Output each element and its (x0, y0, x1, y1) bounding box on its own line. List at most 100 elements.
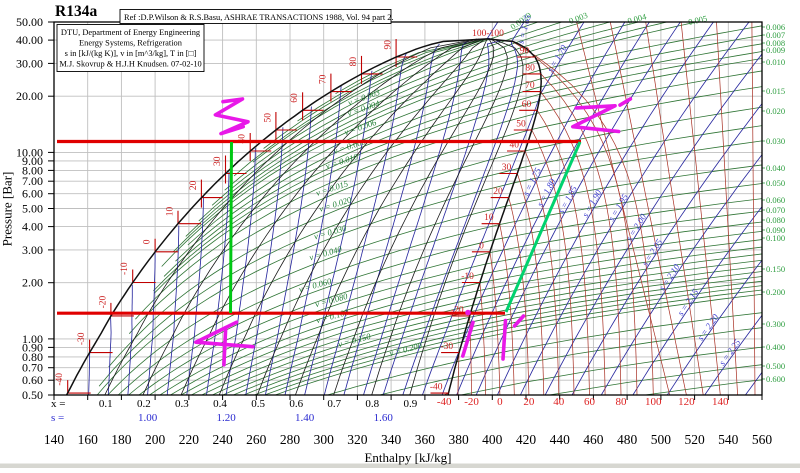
svg-text:200: 200 (145, 432, 166, 447)
svg-text:s in [kJ/(kg K)], v in [m^3/kg: s in [kJ/(kg K)], v in [m^3/kg], T in [□… (65, 49, 197, 58)
svg-text:80: 80 (349, 57, 359, 67)
svg-text:40: 40 (238, 134, 248, 144)
svg-text:0.600: 0.600 (766, 374, 785, 384)
svg-text:20: 20 (523, 396, 535, 408)
svg-text:1.00: 1.00 (138, 412, 158, 424)
svg-text:-10: -10 (461, 272, 474, 282)
svg-text:60: 60 (584, 396, 596, 408)
svg-text:0.040: 0.040 (766, 163, 785, 173)
svg-text:520: 520 (684, 432, 705, 447)
svg-text:0.6: 0.6 (289, 398, 303, 410)
svg-text:340: 340 (381, 432, 402, 447)
svg-text:30: 30 (502, 163, 512, 173)
svg-text:90: 90 (384, 40, 394, 50)
svg-text:0.006: 0.006 (766, 22, 785, 32)
svg-text:0.020: 0.020 (766, 106, 785, 116)
svg-text:240: 240 (212, 432, 233, 447)
svg-text:7.00: 7.00 (22, 174, 43, 188)
svg-text:3.00: 3.00 (22, 243, 43, 257)
svg-text:-30: -30 (440, 342, 453, 352)
svg-text:90: 90 (520, 47, 530, 57)
svg-text:220: 220 (179, 432, 200, 447)
svg-text:0.100: 0.100 (766, 233, 785, 243)
svg-text:0.005: 0.005 (687, 13, 708, 27)
svg-text:0.500: 0.500 (766, 361, 785, 371)
svg-text:0.400: 0.400 (766, 342, 785, 352)
svg-text:0.008: 0.008 (766, 38, 785, 48)
svg-text:0.4: 0.4 (213, 398, 227, 410)
svg-text:540: 540 (718, 432, 739, 447)
svg-text:70: 70 (318, 74, 328, 84)
svg-text:1.60: 1.60 (374, 412, 394, 424)
svg-text:-20: -20 (464, 396, 479, 408)
svg-text:50: 50 (516, 120, 526, 130)
svg-text:0.010: 0.010 (766, 57, 785, 67)
svg-text:0.300: 0.300 (766, 319, 785, 329)
svg-text:20.00: 20.00 (16, 89, 43, 103)
svg-text:20: 20 (493, 187, 503, 197)
svg-text:180: 180 (111, 432, 132, 447)
svg-text:300: 300 (314, 432, 335, 447)
svg-text:50: 50 (263, 113, 273, 123)
svg-text:0: 0 (497, 396, 503, 408)
svg-text:4.00: 4.00 (22, 220, 43, 234)
svg-text:M.J. Skovrup & H.J.H Knudsen.: M.J. Skovrup & H.J.H Knudsen. 07-02-10 (59, 60, 201, 69)
svg-text:0.9: 0.9 (404, 398, 418, 410)
svg-text:1.40: 1.40 (295, 412, 315, 424)
svg-text:360: 360 (415, 432, 436, 447)
svg-text:60: 60 (522, 100, 532, 110)
svg-text:0: 0 (479, 241, 484, 251)
svg-text:0.50: 0.50 (22, 388, 43, 402)
svg-text:0.015: 0.015 (766, 86, 785, 96)
svg-text:120: 120 (678, 396, 695, 408)
svg-text:60: 60 (290, 93, 300, 103)
svg-text:280: 280 (280, 432, 301, 447)
svg-text:30.00: 30.00 (16, 56, 43, 70)
svg-text:260: 260 (246, 432, 267, 447)
svg-text:x =: x = (51, 398, 65, 410)
svg-text:0.3: 0.3 (175, 398, 189, 410)
svg-text:500: 500 (651, 432, 672, 447)
svg-text:50.00: 50.00 (16, 15, 43, 29)
svg-text:80: 80 (525, 63, 535, 73)
svg-text:-10: -10 (120, 262, 130, 275)
svg-text:Energy Systems, Refrigeration: Energy Systems, Refrigeration (79, 39, 183, 48)
svg-text:-30: -30 (77, 332, 87, 345)
svg-text:40: 40 (510, 141, 520, 151)
svg-text:560: 560 (752, 432, 773, 447)
svg-text:9.00: 9.00 (22, 154, 43, 168)
svg-text:0.070: 0.070 (766, 205, 785, 215)
svg-text:-20: -20 (451, 305, 464, 315)
svg-text:0.60: 0.60 (22, 373, 43, 387)
svg-text:160: 160 (78, 432, 99, 447)
svg-text:140: 140 (712, 396, 729, 408)
svg-text:-40: -40 (437, 396, 452, 408)
svg-text:40: 40 (553, 396, 565, 408)
svg-text:0.150: 0.150 (766, 264, 785, 274)
svg-text:0.7: 0.7 (327, 398, 341, 410)
svg-text:420: 420 (516, 432, 537, 447)
svg-text:460: 460 (583, 432, 604, 447)
svg-text:1.00: 1.00 (22, 332, 43, 346)
svg-text:0.8: 0.8 (365, 398, 379, 410)
svg-text:0.200: 0.200 (766, 287, 785, 297)
svg-text:Pressure [Bar]: Pressure [Bar] (0, 172, 15, 247)
svg-text:Ref :D.P.Wilson & R.S.Basu, AS: Ref :D.P.Wilson & R.S.Basu, ASHRAE TRANS… (124, 13, 394, 22)
svg-text:5.00: 5.00 (22, 202, 43, 216)
svg-text:1.20: 1.20 (216, 412, 236, 424)
svg-text:440: 440 (550, 432, 571, 447)
svg-text:10.00: 10.00 (16, 145, 43, 159)
svg-text:100: 100 (645, 396, 662, 408)
svg-text:10: 10 (166, 206, 176, 216)
svg-text:2.00: 2.00 (22, 276, 43, 290)
svg-text:Enthalpy [kJ/kg]: Enthalpy [kJ/kg] (364, 450, 451, 465)
svg-text:DTU, Department of Energy Engi: DTU, Department of Energy Engineering (61, 28, 201, 37)
svg-text:0.5: 0.5 (251, 398, 265, 410)
svg-text:6.00: 6.00 (22, 187, 43, 201)
svg-text:0.2: 0.2 (137, 398, 151, 410)
svg-text:30: 30 (213, 156, 223, 166)
svg-text:0.007: 0.007 (766, 30, 785, 40)
svg-text:0.090: 0.090 (766, 225, 785, 235)
svg-text:8.00: 8.00 (22, 163, 43, 177)
svg-text:s =: s = (51, 412, 64, 424)
